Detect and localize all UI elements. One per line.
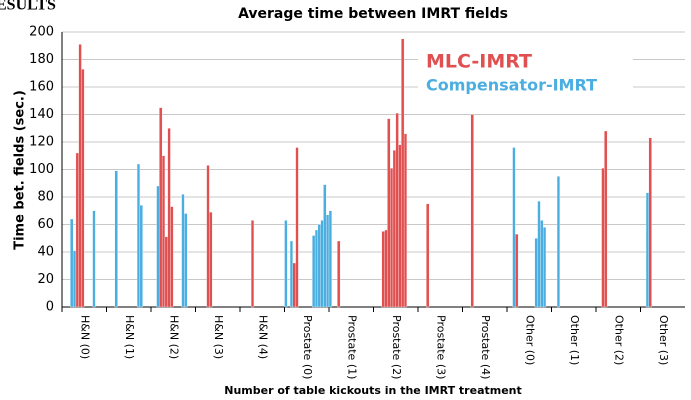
x-tick-label: Prostate (0) [301,315,314,379]
x-tick-label: H&N (0) [78,315,91,359]
bar [426,203,430,308]
x-tick-label: Other (1) [568,315,581,365]
bar [328,210,332,308]
bar [139,205,143,308]
x-tick-label: H&N (3) [212,315,225,359]
bar [384,229,388,308]
bar [209,211,213,308]
y-tick-label: 140 [29,107,54,122]
bar [167,128,171,308]
x-tick-label: Prostate (3) [434,315,447,379]
bar [401,38,405,308]
y-tick-label: 200 [29,25,54,40]
bar [381,231,385,308]
bar [390,167,394,308]
bar [314,229,319,308]
bar [292,262,296,308]
x-tick-label: H&N (1) [123,315,136,359]
bar [181,194,185,308]
y-tick-label: 60 [37,217,54,232]
bar [159,107,163,308]
bar [512,147,516,308]
x-tick-label: Other (3) [657,315,670,365]
bar [295,147,299,308]
bar [387,118,391,308]
bar [648,137,652,308]
y-tick-label: 80 [37,190,54,205]
legend-box [418,48,633,98]
y-tick-label: 40 [37,245,54,260]
y-tick-label: 160 [29,80,54,95]
bar [543,227,547,308]
chart-title: Average time between IMRT fields [238,6,508,22]
y-tick-label: 0 [46,300,54,315]
y-tick-label: 20 [37,272,54,287]
bar [323,184,327,308]
bar [537,200,541,308]
bar [206,165,210,308]
bar [250,220,255,308]
bar [326,214,330,308]
bar [403,133,408,308]
header-fragment: ESULTS [0,0,56,14]
bar [81,68,85,308]
bar [114,170,118,308]
bar [92,210,96,308]
bar [70,218,74,308]
bar [72,250,77,308]
y-axis-label: Time bet. fields (sec.) [13,90,28,250]
bar [312,235,316,308]
bar [184,213,188,308]
y-tick-label: 100 [29,162,54,177]
bar [398,144,402,308]
bar [78,44,82,308]
x-tick-label: H&N (4) [256,315,269,359]
bar [515,233,519,308]
bar [161,155,166,308]
bar [604,130,608,308]
bar [337,240,341,308]
bar [395,112,399,308]
bar [75,152,79,308]
bar [601,167,605,308]
x-axis-label: Number of table kickouts in the IMRT tre… [224,384,522,397]
bar [170,206,174,308]
bar [156,185,160,308]
bar [284,220,288,308]
x-tick-label: Prostate (2) [390,315,403,379]
x-tick-label: Prostate (1) [345,315,358,379]
bar [556,176,560,308]
x-tick-label: Other (2) [612,315,625,365]
bar [392,150,396,308]
legend-label: MLC-IMRT [426,51,532,73]
bar [136,163,141,308]
bar [164,236,168,308]
y-tick-label: 180 [29,52,54,67]
x-tick-label: Other (0) [523,315,536,365]
x-tick-label: Prostate (4) [479,315,492,379]
bar [289,240,293,308]
bar [320,220,324,308]
legend-label: Compensator-IMRT [426,76,597,95]
y-tick-label: 120 [29,135,54,150]
bar [317,224,321,308]
bar [540,220,544,308]
bar [645,192,649,308]
bar [470,114,474,308]
x-tick-label: H&N (2) [167,315,180,359]
bar [534,238,538,308]
